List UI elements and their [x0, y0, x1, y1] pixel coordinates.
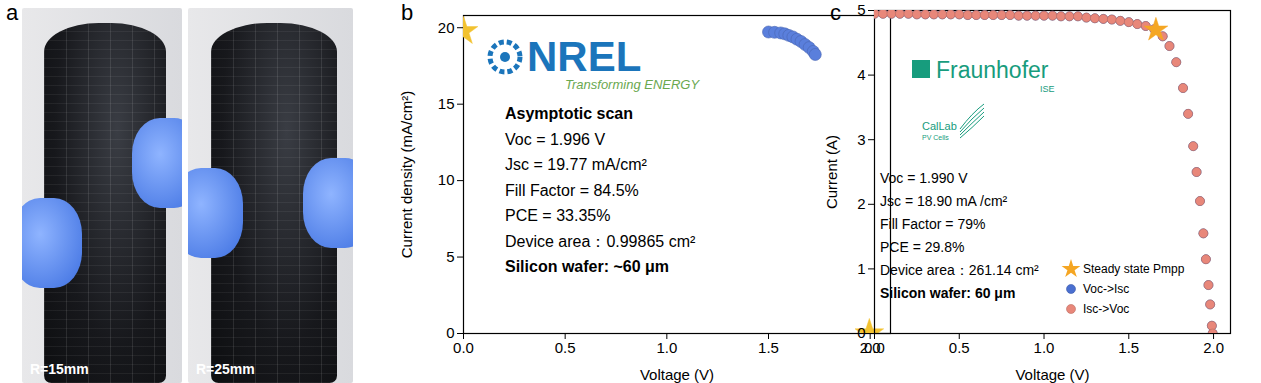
svg-text:5: 5 — [857, 1, 865, 18]
svg-text:Fraunhofer: Fraunhofer — [936, 57, 1049, 83]
svg-text:1.0: 1.0 — [1034, 339, 1055, 356]
svg-text:1.0: 1.0 — [656, 339, 677, 356]
svg-text:Fill Factor = 84.5%: Fill Factor = 84.5% — [505, 182, 639, 199]
svg-text:Current (A): Current (A) — [823, 135, 840, 209]
svg-text:Transforming ENERGY: Transforming ENERGY — [565, 77, 700, 92]
html-text:b: b — [401, 0, 414, 25]
svg-text:CalLab: CalLab — [922, 120, 957, 132]
svg-text:Voltage (V): Voltage (V) — [640, 366, 714, 383]
svg-text:Jsc = 19.77 mA/cm²: Jsc = 19.77 mA/cm² — [505, 156, 647, 173]
svg-text:PCE = 33.35%: PCE = 33.35% — [505, 207, 610, 224]
html-text:a: a — [6, 0, 19, 25]
svg-text:Isc->Voc: Isc->Voc — [1083, 302, 1129, 316]
svg-text:1: 1 — [857, 260, 865, 277]
svg-text:5: 5 — [446, 248, 454, 265]
svg-text:2: 2 — [857, 195, 865, 212]
svg-text:Jsc = 18.90 mA /cm²: Jsc = 18.90 mA /cm² — [880, 193, 1008, 209]
svg-text:0.0: 0.0 — [453, 339, 474, 356]
svg-text:Voltage (V): Voltage (V) — [1015, 366, 1089, 383]
svg-text:0.5: 0.5 — [555, 339, 576, 356]
svg-text:PV Cells: PV Cells — [922, 134, 949, 141]
svg-text:Voc = 1.990 V: Voc = 1.990 V — [880, 170, 968, 186]
svg-text:15: 15 — [438, 95, 455, 112]
html-text:R=15mm: R=15mm — [30, 361, 89, 377]
svg-text:Steady state Pmpp: Steady state Pmpp — [1083, 262, 1185, 276]
svg-text:Fill Factor = 79%: Fill Factor = 79% — [880, 216, 985, 232]
svg-text:Voc->Isc: Voc->Isc — [1083, 282, 1129, 296]
svg-text:ISE: ISE — [1040, 84, 1055, 94]
svg-text:NREL: NREL — [527, 33, 641, 80]
svg-text:Silicon wafer: ~60 μm: Silicon wafer: ~60 μm — [505, 258, 669, 275]
svg-text:0: 0 — [857, 324, 866, 342]
svg-text:20: 20 — [438, 19, 455, 36]
svg-text:4: 4 — [857, 66, 865, 83]
svg-text:Asymptotic scan: Asymptotic scan — [505, 105, 633, 122]
svg-text:Silicon wafer: 60 μm: Silicon wafer: 60 μm — [880, 285, 1015, 301]
svg-text:Voc = 1.996 V: Voc = 1.996 V — [505, 131, 605, 148]
svg-text:PCE = 29.8%: PCE = 29.8% — [880, 239, 964, 255]
svg-text:Device area：0.99865 cm²: Device area：0.99865 cm² — [505, 233, 696, 250]
svg-text:0: 0 — [446, 324, 455, 342]
svg-text:Current density (mA/cm²): Current density (mA/cm²) — [398, 91, 415, 259]
html-text:R=25mm: R=25mm — [196, 361, 255, 377]
svg-text:1.5: 1.5 — [1118, 339, 1139, 356]
svg-text:0.5: 0.5 — [949, 339, 970, 356]
svg-text:Device area：261.14 cm²: Device area：261.14 cm² — [880, 262, 1039, 278]
svg-text:3: 3 — [857, 131, 865, 148]
svg-text:10: 10 — [438, 171, 455, 188]
html-text:c: c — [830, 0, 841, 25]
svg-text:0.0: 0.0 — [864, 339, 885, 356]
svg-text:2.0: 2.0 — [1203, 339, 1224, 356]
svg-text:1.5: 1.5 — [758, 339, 779, 356]
